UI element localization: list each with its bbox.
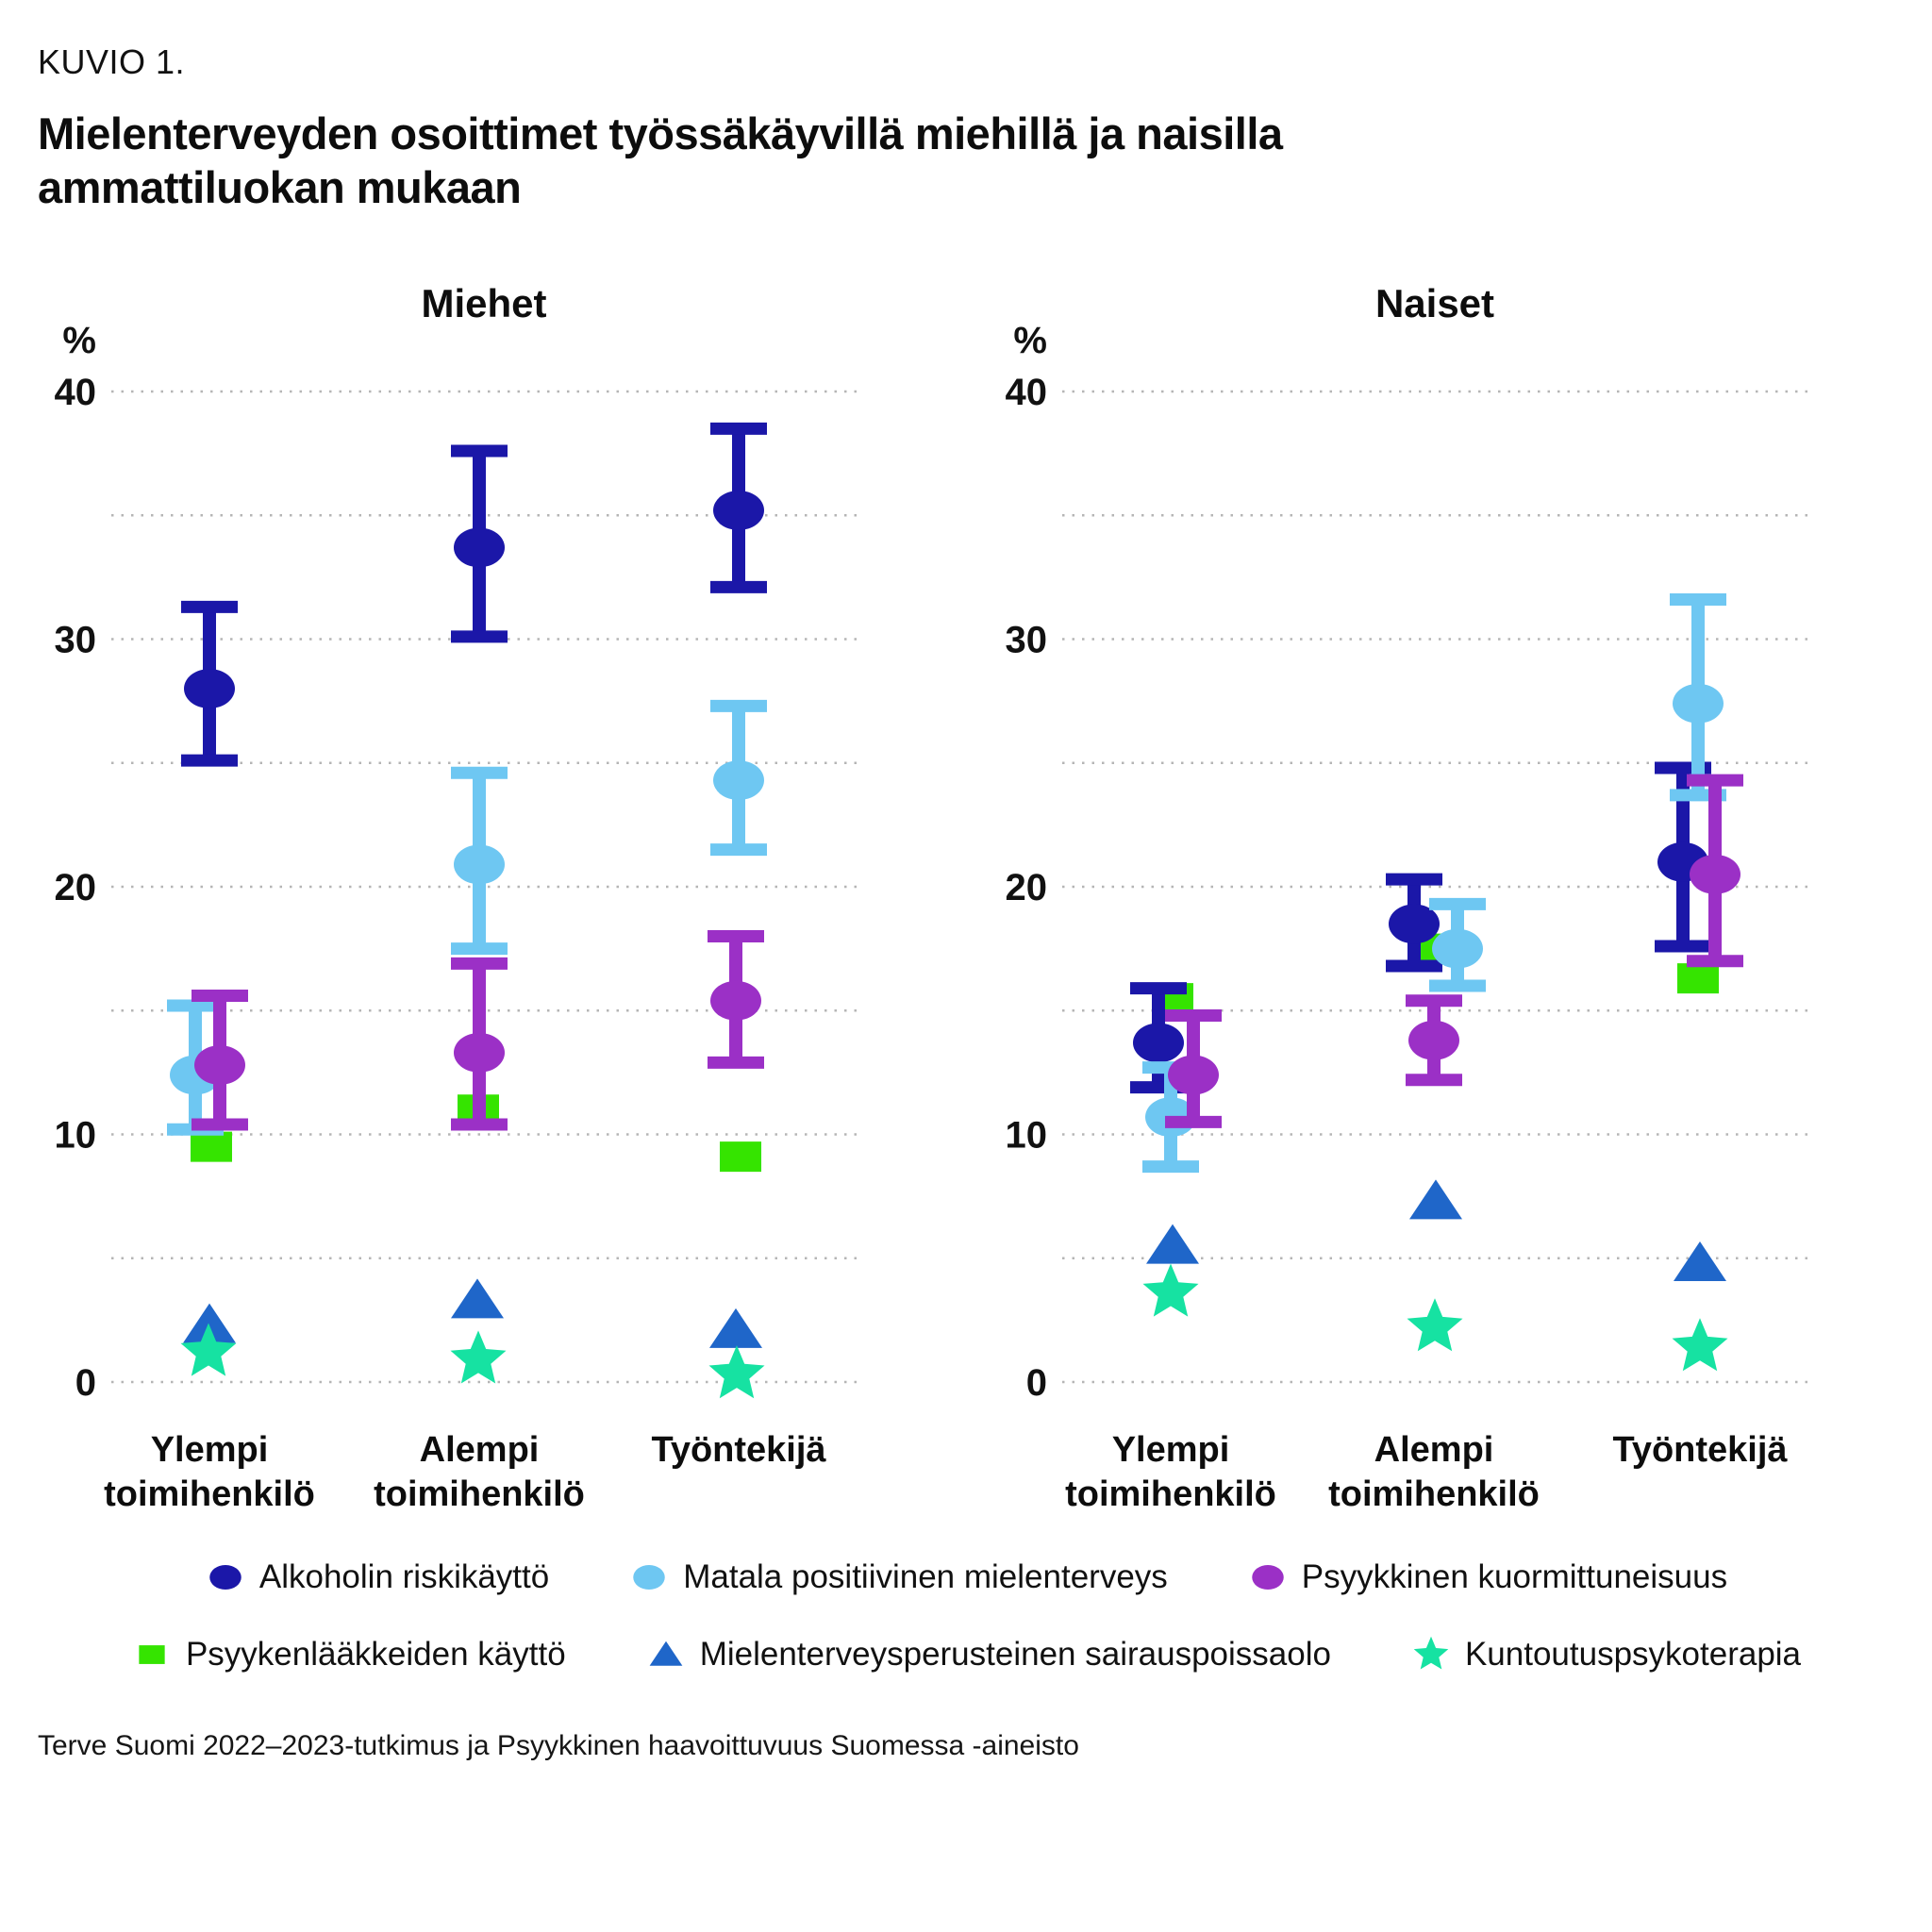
triangle-marker xyxy=(709,1307,762,1348)
legend-item: Kuntoutuspsykoterapia xyxy=(1410,1634,1801,1675)
panel-title: Naiset xyxy=(1375,281,1494,325)
panel-men-chart: Miehet% 0 10 20 30 40 Ylempi toimihenkilö Alempi… xyxy=(55,281,857,1514)
circle-legend-icon xyxy=(633,1564,665,1590)
star-marker xyxy=(1407,1297,1463,1351)
legend-label: Psyykenlääkkeiden käyttö xyxy=(185,1635,566,1673)
category-label: Ylempi toimihenkilö xyxy=(104,1430,315,1514)
y-tick-label: 0 xyxy=(75,1362,96,1404)
series-triangle-4 xyxy=(183,1278,762,1348)
figure-kicker: KUVIO 1. xyxy=(38,42,186,81)
circle-legend-icon xyxy=(1252,1564,1284,1590)
star-legend-icon xyxy=(1413,1636,1449,1670)
star-marker xyxy=(1413,1636,1449,1670)
star-marker xyxy=(708,1344,765,1398)
series-star-5 xyxy=(180,1323,765,1398)
y-tick-label: 40 xyxy=(55,372,97,413)
y-tick-label: 40 xyxy=(1006,372,1048,413)
legend: Alkoholin riskikäyttö Matala positiivinen… xyxy=(38,1557,1894,1675)
square-marker xyxy=(191,1131,232,1162)
category-label: Ylempi toimihenkilö xyxy=(1065,1430,1276,1514)
header: KUVIO 1. Mielenterveyden osoittimet työs… xyxy=(38,42,1894,215)
triangle-marker xyxy=(1146,1224,1199,1264)
y-tick-label: 20 xyxy=(1006,867,1048,908)
series-star-5 xyxy=(1142,1263,1728,1371)
circle-marker xyxy=(1408,1020,1459,1060)
legend-label: Matala positiivinen mielenterveys xyxy=(683,1557,1168,1595)
circle-marker xyxy=(713,759,764,800)
circle-marker xyxy=(1673,683,1724,724)
legend-item: Matala positiivinen mielenterveys xyxy=(628,1557,1168,1598)
circle-marker xyxy=(1168,1055,1219,1095)
star-marker xyxy=(1672,1317,1728,1371)
circle-marker xyxy=(710,980,761,1021)
figure-title: Mielenterveyden osoittimet työssäkäyvill… xyxy=(38,107,1894,215)
star-marker xyxy=(450,1330,507,1384)
circle-marker xyxy=(209,1564,242,1590)
circle-marker xyxy=(454,1032,505,1073)
legend-label: Alkoholin riskikäyttö xyxy=(258,1557,550,1595)
y-tick-label: 20 xyxy=(55,867,97,908)
y-axis-unit-label: % xyxy=(62,320,96,361)
triangle-marker xyxy=(1409,1179,1462,1220)
legend-label: Psyykkinen kuormittuneisuus xyxy=(1301,1557,1728,1595)
star-marker xyxy=(1142,1263,1199,1317)
figure-title-line2: ammattiluokan mukaan xyxy=(38,162,522,213)
square-marker xyxy=(139,1644,165,1664)
legend-row-1: Alkoholin riskikäyttö Matala positiivinen… xyxy=(205,1557,1727,1598)
legend-row-2: Psyykenlääkkeiden käyttö Mielenterveysper… xyxy=(131,1634,1801,1675)
circle-marker xyxy=(1389,904,1440,944)
legend-item: Psyykenlääkkeiden käyttö xyxy=(131,1634,566,1675)
legend-item: Alkoholin riskikäyttö xyxy=(205,1557,549,1598)
category-label: Työntekijä xyxy=(1612,1430,1788,1470)
panel-women-chart: Naiset% 0 10 20 30 40 Ylempi toimihenkilö Alempi… xyxy=(1006,281,1807,1514)
panel-title: Miehet xyxy=(421,281,546,325)
square-marker xyxy=(720,1141,761,1172)
circle-marker xyxy=(1252,1564,1284,1590)
y-tick-label: 10 xyxy=(55,1114,97,1156)
y-axis-unit-label: % xyxy=(1013,320,1047,361)
triangle-legend-icon xyxy=(649,1641,683,1666)
square-legend-icon xyxy=(139,1644,165,1664)
circle-marker xyxy=(1133,1023,1184,1063)
circle-marker xyxy=(1690,854,1740,894)
category-label: Työntekijä xyxy=(651,1430,826,1470)
triangle-marker xyxy=(1674,1241,1726,1281)
y-tick-label: 0 xyxy=(1026,1362,1047,1404)
circle-legend-icon xyxy=(209,1564,242,1590)
category-label: Alempi toimihenkilö xyxy=(1328,1430,1540,1514)
y-tick-label: 10 xyxy=(1006,1114,1048,1156)
charts-row: Miehet% 0 10 20 30 40 Ylempi toimihenkilö Alempi… xyxy=(38,242,1894,1524)
square-marker xyxy=(1677,962,1719,993)
y-tick-label: 30 xyxy=(1006,619,1048,660)
series-circle-0 xyxy=(181,422,767,767)
series-circle-2 xyxy=(1165,774,1743,1128)
circle-marker xyxy=(713,490,764,530)
circle-marker xyxy=(184,668,235,708)
legend-label: Mielenterveysperusteinen sairauspoissaol… xyxy=(699,1635,1331,1673)
legend-item: Psyykkinen kuormittuneisuus xyxy=(1247,1557,1727,1598)
circle-marker xyxy=(454,527,505,568)
circle-marker xyxy=(194,1044,245,1085)
y-tick-label: 30 xyxy=(55,619,97,660)
circle-marker xyxy=(633,1564,665,1590)
category-label: Alempi toimihenkilö xyxy=(374,1430,585,1514)
triangle-marker xyxy=(183,1303,236,1343)
legend-item: Mielenterveysperusteinen sairauspoissaol… xyxy=(645,1634,1331,1675)
triangle-marker xyxy=(451,1278,504,1319)
circle-marker xyxy=(1432,928,1483,969)
figure-title-line1: Mielenterveyden osoittimet työssäkäyvill… xyxy=(38,108,1283,158)
legend-label: Kuntoutuspsykoterapia xyxy=(1464,1635,1802,1673)
star-marker xyxy=(180,1323,237,1376)
series-triangle-4 xyxy=(1146,1179,1726,1281)
circle-marker xyxy=(454,844,505,885)
series-circle-2 xyxy=(192,929,764,1131)
source-note: Terve Suomi 2022–2023-tutkimus ja Psyykk… xyxy=(38,1729,1079,1761)
triangle-marker xyxy=(649,1641,683,1666)
